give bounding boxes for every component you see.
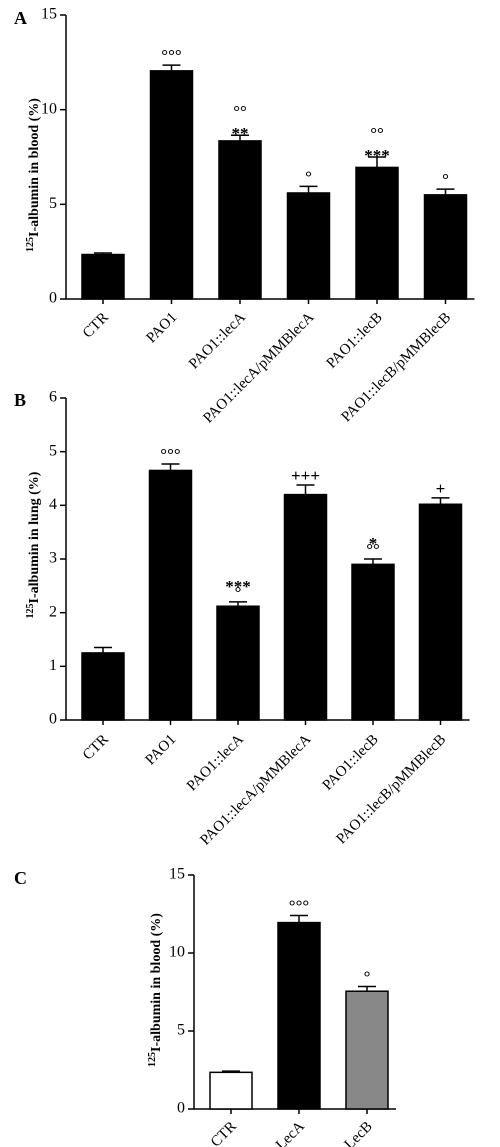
y-axis-label-text: I-albumin in blood (%) [149,913,164,1052]
significance-mark: ** [232,124,249,143]
bar-pao1 [148,469,193,721]
significance-mark: ° [364,968,371,987]
x-tick-label: PAO1 [142,732,179,769]
x-tick-label: CTR [80,310,112,342]
y-axis-label: 125I-albumin in lung (%) [25,471,42,618]
significance-mark: * [369,534,378,553]
y-tick-label: 10 [41,100,57,117]
y-tick-label: 4 [49,496,57,513]
x-tick-label: PAO1::lecB/pMMBlecB [334,732,450,848]
y-tick-label: 5 [177,1022,185,1039]
y-axis-label-text: I-albumin in blood (%) [27,98,42,237]
y-axis-label-superscript: 125 [25,237,36,252]
chart-panel-b: B 0 1 2 3 4 5 6 125I-albumin in lung (%) CTR PAO1 °… [14,389,470,849]
x-tick-label: PAO1::lecB [324,310,386,372]
y-axis-label: 125I-albumin in blood (%) [147,913,164,1067]
x-tick-label: LecA [273,1118,308,1147]
significance-mark: *** [364,146,390,165]
y-tick-label: 0 [49,290,57,307]
bar-ctr [81,652,125,721]
significance-mark: ° [442,170,449,189]
panel-label: C [14,868,27,888]
bar-pao1-lecb [355,166,399,300]
bar-pao1-leca-pmmbleca [283,493,328,721]
y-tick-label: 5 [49,195,57,212]
bar-pao1-lecb [351,563,395,721]
x-tick-label: PAO1::lecA [186,309,249,372]
bar-ctr [81,253,125,300]
y-tick-label: 10 [169,944,185,961]
x-tick-label: PAO1::lecB [320,732,382,794]
y-axis-label: 125I-albumin in blood (%) [25,98,42,252]
y-tick-label: 6 [49,389,57,406]
x-tick-label: PAO1::lecA [184,731,247,794]
bar-pao1-lecb-pmmblecb [423,194,468,300]
chart-panel-a: A 0 5 10 15 125I-albumin in blood (%) CTR PAO1 °… [14,6,475,427]
x-tick-label: PAO1 [143,310,180,347]
y-tick-label: 0 [49,711,57,728]
y-tick-label: 2 [49,603,57,620]
x-tick-label: CTR [208,1119,240,1147]
y-tick-label: 5 [49,442,57,459]
bar-pao1-lecb-pmmblecb [418,503,463,721]
y-tick-label: 15 [41,6,57,23]
significance-mark: °°° [161,46,181,65]
chart-panel-c: C 0 5 10 15 125I-albumin in blood (%) CTR LecA °… [14,866,396,1147]
bar-pao1-leca-pmmbleca [286,192,331,300]
x-tick-label: CTR [80,732,112,764]
significance-mark: °° [370,124,384,143]
y-tick-label: 1 [49,657,57,674]
x-tick-label: LecB [342,1119,376,1147]
significance-mark: *** [225,577,251,596]
panel-label: B [14,390,26,410]
x-tick-label: PAO1::lecA/pMMBlecA [197,731,314,848]
bar-pao1-leca [218,140,262,300]
y-axis-label-text: I-albumin in lung (%) [27,471,42,603]
bar-pao1 [149,70,194,300]
significance-mark: °° [366,540,380,559]
significance-mark: +++ [291,466,320,485]
y-tick-label: 3 [49,550,57,567]
bar-pao1-leca [216,605,260,721]
significance-mark: °°° [160,445,180,464]
significance-mark: ° [235,583,242,602]
panel-label: A [14,8,27,28]
bar-lecb [345,990,389,1110]
y-axis-label-superscript: 125 [147,1052,158,1067]
significance-mark: + [436,479,446,498]
bar-leca [277,921,321,1110]
significance-mark: ° [305,167,312,186]
x-tick-label: PAO1::lecA/pMMBlecA [200,309,317,426]
y-axis-label-superscript: 125 [25,603,36,618]
significance-mark: °°° [289,897,309,916]
bar-ctr [209,1071,253,1110]
y-tick-label: 15 [169,866,185,883]
significance-mark: °° [233,102,247,121]
y-tick-label: 0 [177,1100,185,1117]
